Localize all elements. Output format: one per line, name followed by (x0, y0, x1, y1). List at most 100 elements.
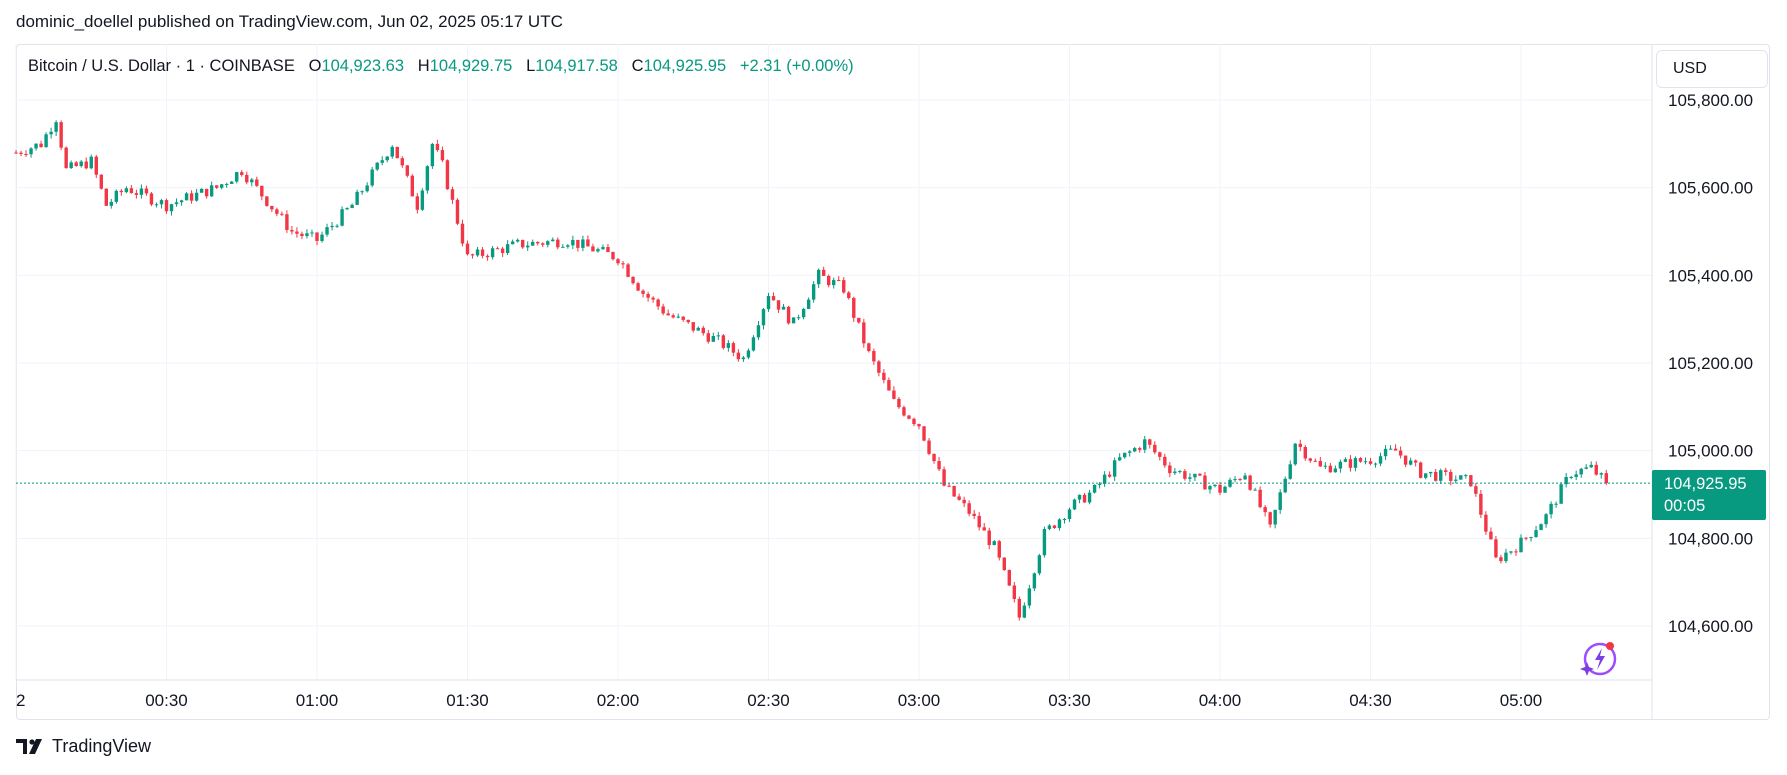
candle-body (79, 161, 83, 167)
candle-body (1102, 474, 1107, 484)
candle-body (847, 292, 851, 298)
candle-body (1067, 509, 1072, 520)
candle-body (571, 239, 575, 246)
candle-body (505, 244, 510, 253)
sparkle-lightning-icon[interactable] (1578, 638, 1618, 683)
candle-body (626, 264, 630, 277)
candle-body (731, 343, 736, 353)
candle-body (370, 169, 374, 186)
candle-body (395, 146, 399, 159)
candle-body (942, 469, 946, 486)
candle-body (726, 343, 731, 348)
candle-body (39, 143, 43, 148)
candle-body (1313, 460, 1318, 462)
tradingview-logo-icon (16, 738, 42, 754)
candle-body (275, 209, 279, 214)
candle-body (1464, 475, 1468, 477)
candle-body (245, 174, 249, 183)
change-value: +2.31 (+0.00%) (739, 57, 854, 75)
candle-body (862, 322, 866, 344)
ohlc-legend: Bitcoin / U.S. Dollar · 1 · COINBASE O10… (28, 57, 854, 76)
candle-body (1403, 455, 1408, 465)
candle-body (1514, 551, 1518, 553)
candle-body (290, 230, 294, 232)
candle-body (1208, 486, 1212, 490)
candle-body (987, 530, 991, 546)
x-tick-label: 03:00 (898, 691, 941, 710)
candle-body (736, 352, 741, 360)
candle-body (139, 188, 144, 195)
candle-body (882, 372, 886, 381)
candle-body (1554, 503, 1558, 505)
time-axis: 2 00:30 01:00 01:30 02:00 02:30 03:00 03:30 04:0… (16, 679, 1652, 710)
candle-body (1544, 514, 1548, 525)
candle-body (922, 426, 926, 441)
candles (14, 120, 1608, 621)
candle-body (596, 249, 600, 252)
candle-body (786, 306, 791, 324)
y-tick-label: 105,200.00 (1668, 354, 1753, 373)
candle-body (1017, 598, 1022, 618)
candle-body (495, 248, 500, 250)
candle-body (781, 306, 786, 310)
candle-body (857, 317, 861, 323)
candle-body (706, 333, 710, 342)
candle-body (335, 225, 339, 227)
symbol-title[interactable]: Bitcoin / U.S. Dollar · 1 · COINBASE (28, 57, 295, 75)
candle-body (1133, 448, 1137, 452)
candle-body (957, 496, 961, 500)
candle-body (440, 150, 445, 161)
candle-body (1293, 443, 1297, 465)
candle-body (44, 134, 48, 148)
bar-countdown: 00:05 (1664, 497, 1706, 515)
candle-body (761, 309, 766, 326)
candle-body (1193, 473, 1197, 478)
candle-body (1168, 465, 1172, 474)
candle-body (124, 188, 129, 193)
candle-body (375, 162, 379, 170)
y-tick-label: 104,800.00 (1668, 529, 1753, 548)
tradingview-branding[interactable]: TradingView (16, 736, 151, 757)
candle-body (536, 241, 540, 244)
candle-body (1599, 473, 1603, 475)
candle-body (1158, 452, 1162, 457)
candle-body (415, 196, 420, 210)
candle-body (450, 189, 455, 200)
currency-button[interactable]: USD (1656, 50, 1768, 88)
candle-body (526, 245, 530, 248)
candle-body (1052, 525, 1057, 529)
candle-body (300, 233, 304, 237)
candle-body (1082, 494, 1087, 503)
candle-body (636, 283, 640, 291)
candle-body (1238, 479, 1242, 481)
candle-body (1188, 477, 1192, 479)
candle-body (872, 351, 876, 362)
candle-body (74, 162, 78, 167)
candle-body (666, 313, 670, 316)
candle-body (1268, 512, 1272, 525)
candle-body (746, 350, 751, 358)
candle-body (1338, 461, 1343, 469)
candle-body (551, 239, 555, 242)
candle-body (114, 190, 119, 202)
candle-body (852, 297, 856, 318)
candle-body (49, 131, 53, 135)
candle-body (1388, 448, 1393, 450)
candle-body (741, 357, 746, 360)
candle-body (546, 241, 550, 245)
candle-body (1248, 475, 1252, 490)
candle-body (29, 148, 33, 155)
candle-body (184, 193, 189, 201)
candle-body (631, 276, 635, 284)
candle-body (99, 174, 103, 189)
candle-body (892, 390, 896, 399)
candle-body (907, 415, 911, 419)
candle-body (410, 175, 415, 197)
candle-body (821, 269, 826, 276)
candle-body (1343, 459, 1348, 462)
candle-body (69, 162, 73, 169)
candle-body (1097, 483, 1102, 485)
candle-body (14, 152, 18, 154)
candle-body (330, 225, 334, 228)
